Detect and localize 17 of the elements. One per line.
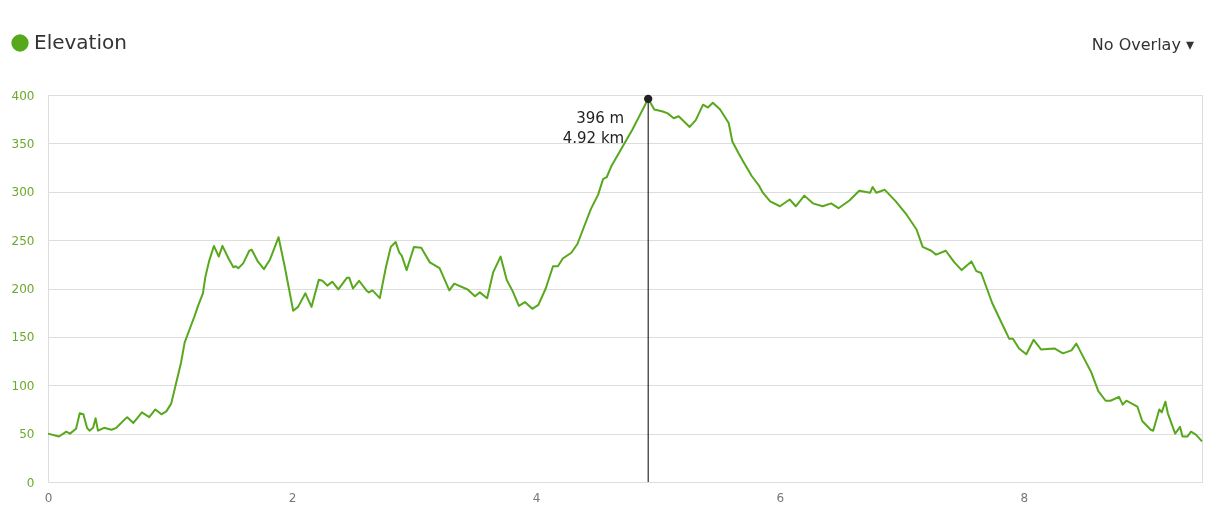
y-tick-label: 50	[19, 427, 35, 442]
x-tick-label: 6	[776, 490, 785, 505]
y-tick-label: 150	[11, 330, 35, 345]
legend-label: Elevation	[34, 30, 127, 54]
x-tick-label: 2	[288, 490, 297, 505]
y-tick-label: 200	[11, 282, 35, 296]
x-tick-label: 8	[1020, 490, 1029, 505]
y-tick-label: 300	[11, 185, 35, 200]
annotation: 396 m 4.92 km	[562, 108, 625, 147]
y-tick-label: 100	[11, 378, 35, 393]
x-tick-label: 0	[44, 490, 53, 505]
y-tick-label: 400	[11, 88, 35, 103]
text: No Overlay ▾	[1091, 35, 1194, 54]
y-tick-label: 0	[26, 475, 35, 490]
y-tick-label: 350	[11, 136, 35, 151]
x-tick-label: 4	[532, 490, 541, 505]
y-tick-label: 250	[11, 233, 35, 248]
